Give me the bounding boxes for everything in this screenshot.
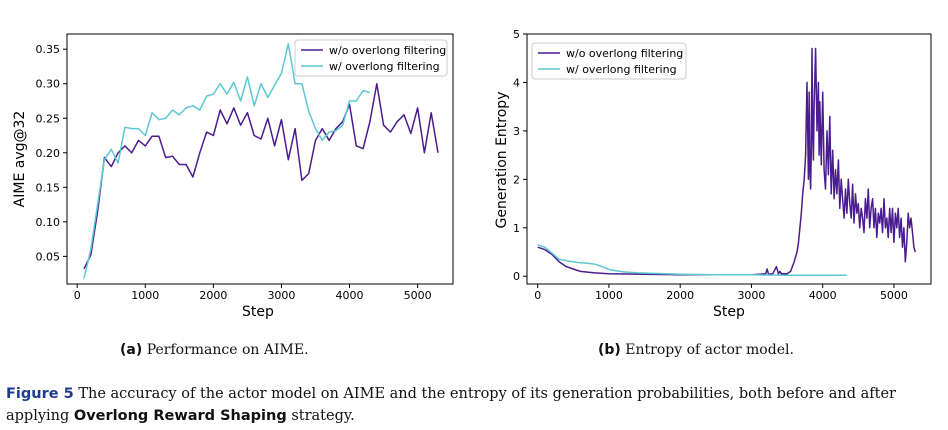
panel-a-legend: w/o overlong filtering w/ overlong filte… <box>294 39 448 77</box>
panel-b-series-without-overlong-filtering <box>537 47 917 276</box>
panel-b-series-with-overlong-filtering <box>537 244 847 277</box>
panel-b-plot-frame <box>526 33 932 285</box>
panel-a-plot-frame <box>66 33 454 285</box>
panel-a-ytick-label: 0.10 <box>36 216 61 229</box>
panel-a-xlabel: Step <box>242 304 274 320</box>
panel-b-legend-frame <box>531 42 687 80</box>
figure-caption-text-1: The accuracy of the actor model on AIME … <box>6 386 896 424</box>
panel-a-ytick-label: 0.20 <box>36 147 61 160</box>
panel-a-xtick-label: 4000 <box>336 289 364 302</box>
panel-a-xtick-label: 5000 <box>404 289 432 302</box>
panel-a-legend-label-with: w/ overlong filtering <box>329 60 440 73</box>
panel-a-series-without-overlong-filtering <box>83 82 439 270</box>
figure-caption: Figure 5 The accuracy of the actor model… <box>6 383 944 427</box>
panel-a-ytick-label: 0.35 <box>36 43 61 56</box>
panel-a-xtick-label: 0 <box>74 289 81 302</box>
subcaption-b-text: Entropy of actor model. <box>625 342 794 358</box>
panel-b-ytick-label: 2 <box>513 173 520 186</box>
panel-b-ytick-label: 5 <box>513 28 520 41</box>
panel-b-xtick-label: 0 <box>534 289 541 302</box>
subcaption-a-text: Performance on AIME. <box>146 342 309 358</box>
panel-b-xtick-label: 1000 <box>595 289 623 302</box>
panel-a-xtick-label: 1000 <box>131 289 159 302</box>
panel-a-chart: 0.05 0.10 0.15 0.20 0.25 0.30 0.35 0 1000 2000 30… <box>12 33 454 320</box>
panel-b-xtick-label: 5000 <box>880 289 908 302</box>
panel-b-ytick-label: 1 <box>513 222 520 235</box>
panel-b-legend-label-with: w/ overlong filtering <box>566 63 677 76</box>
panel-a-ytick-label: 0.25 <box>36 112 61 125</box>
panel-a-ytick-label: 0.05 <box>36 250 61 263</box>
subcaption-b-tag: (b) <box>598 342 621 358</box>
panel-a-legend-frame <box>294 39 448 77</box>
figure-caption-bold: Overlong Reward Shaping <box>73 408 287 424</box>
panel-b-xtick-label: 4000 <box>809 289 837 302</box>
panel-a-legend-label-without: w/o overlong filtering <box>329 44 446 57</box>
panel-a-xtick-label: 2000 <box>199 289 227 302</box>
subcaption-b: (b) Entropy of actor model. <box>598 342 794 358</box>
panel-b-chart: 0 1 2 3 4 5 0 1000 2000 3000 4000 5000 Generation … <box>494 28 932 320</box>
panel-b-ytick-label: 0 <box>513 270 520 283</box>
figure-caption-text-2: strategy. <box>291 408 355 424</box>
panel-b-ytick-label: 3 <box>513 125 520 138</box>
subcaption-a: (a) Performance on AIME. <box>120 342 309 358</box>
figure-caption-label: Figure 5 <box>6 386 74 402</box>
panel-b-legend-label-without: w/o overlong filtering <box>566 47 683 60</box>
panel-b-ytick-label: 4 <box>513 76 520 89</box>
panel-a-ytick-label: 0.15 <box>36 181 61 194</box>
figure-canvas: 0.050.100.150.200.250.300.35 0 1000 2000 30… <box>12 28 932 320</box>
panel-a-ylabel: AIME avg@32 <box>12 111 28 208</box>
panel-b-xtick-label: 3000 <box>737 289 765 302</box>
subcaption-a-tag: (a) <box>120 342 143 358</box>
panel-b-xlabel: Step <box>713 304 745 320</box>
panel-b-ylabel: Generation Entropy <box>494 92 510 229</box>
panel-a-ytick-label: 0.30 <box>36 78 61 91</box>
panel-b-xtick-label: 2000 <box>666 289 694 302</box>
panel-a-xtick-label: 3000 <box>267 289 295 302</box>
panel-b-legend: w/o overlong filtering w/ overlong filte… <box>531 42 687 80</box>
panel-a-series-with-overlong-filtering <box>83 42 371 279</box>
